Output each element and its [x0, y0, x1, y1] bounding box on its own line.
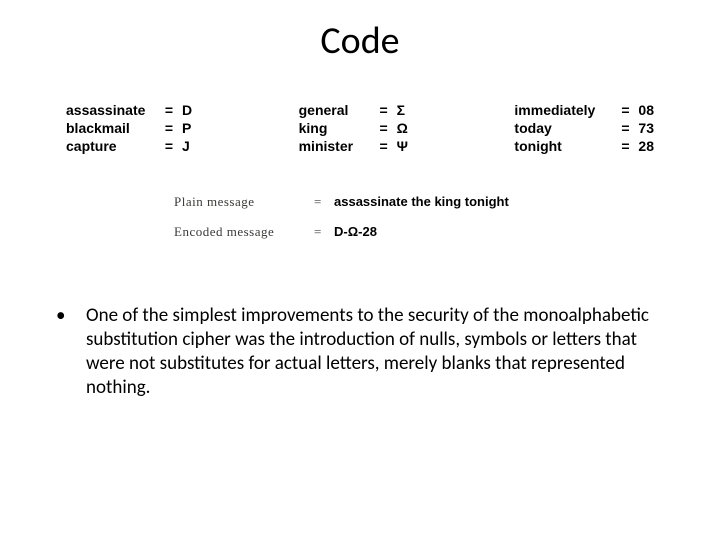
encoded-message-value: D-Ω-28 — [334, 224, 377, 239]
encoded-message-row: Encoded message = D-Ω-28 — [174, 224, 676, 240]
equals-sign: = — [377, 102, 391, 118]
messages-block: Plain message = assassinate the king ton… — [44, 194, 676, 240]
plain-message-label: Plain message — [174, 194, 314, 210]
code-row: tonight = 28 — [514, 138, 654, 154]
code-symbol: Σ — [391, 102, 405, 118]
code-word: capture — [66, 138, 162, 154]
code-row: minister = Ψ — [299, 138, 408, 154]
code-column-3: immediately = 08 today = 73 tonight = 28 — [514, 102, 654, 154]
equals-sign: = — [618, 102, 632, 118]
code-symbol: P — [176, 120, 191, 136]
bullet-item: • One of the simplest improvements to th… — [56, 304, 666, 400]
code-symbol: D — [176, 102, 192, 118]
code-symbol: 28 — [632, 138, 654, 154]
code-symbol: 08 — [632, 102, 654, 118]
code-symbol: Ω — [391, 120, 408, 136]
code-word: king — [299, 120, 377, 136]
code-word: minister — [299, 138, 377, 154]
equals-sign: = — [618, 138, 632, 154]
code-word: immediately — [514, 102, 618, 118]
encoded-message-label: Encoded message — [174, 224, 314, 240]
bullet-list: • One of the simplest improvements to th… — [44, 304, 676, 400]
code-table: assassinate = D blackmail = P capture = … — [44, 102, 676, 154]
plain-message-row: Plain message = assassinate the king ton… — [174, 194, 676, 210]
code-word: tonight — [514, 138, 618, 154]
equals-sign: = — [377, 120, 391, 136]
equals-sign: = — [314, 224, 334, 240]
code-row: blackmail = P — [66, 120, 192, 136]
code-row: king = Ω — [299, 120, 408, 136]
code-word: today — [514, 120, 618, 136]
bullet-text: One of the simplest improvements to the … — [86, 304, 666, 400]
code-word: blackmail — [66, 120, 162, 136]
code-column-2: general = Σ king = Ω minister = Ψ — [299, 102, 408, 154]
equals-sign: = — [618, 120, 632, 136]
bullet-marker-icon: • — [56, 304, 86, 400]
plain-message-value: assassinate the king tonight — [334, 194, 509, 209]
code-symbol: Ψ — [391, 138, 408, 154]
equals-sign: = — [377, 138, 391, 154]
code-row: today = 73 — [514, 120, 654, 136]
equals-sign: = — [314, 194, 334, 210]
code-row: capture = J — [66, 138, 192, 154]
code-row: immediately = 08 — [514, 102, 654, 118]
code-row: general = Σ — [299, 102, 408, 118]
equals-sign: = — [162, 120, 176, 136]
equals-sign: = — [162, 102, 176, 118]
slide-title: Code — [44, 18, 676, 64]
code-symbol: J — [176, 138, 190, 154]
code-word: general — [299, 102, 377, 118]
code-column-1: assassinate = D blackmail = P capture = … — [66, 102, 192, 154]
code-symbol: 73 — [632, 120, 654, 136]
code-word: assassinate — [66, 102, 162, 118]
code-row: assassinate = D — [66, 102, 192, 118]
equals-sign: = — [162, 138, 176, 154]
